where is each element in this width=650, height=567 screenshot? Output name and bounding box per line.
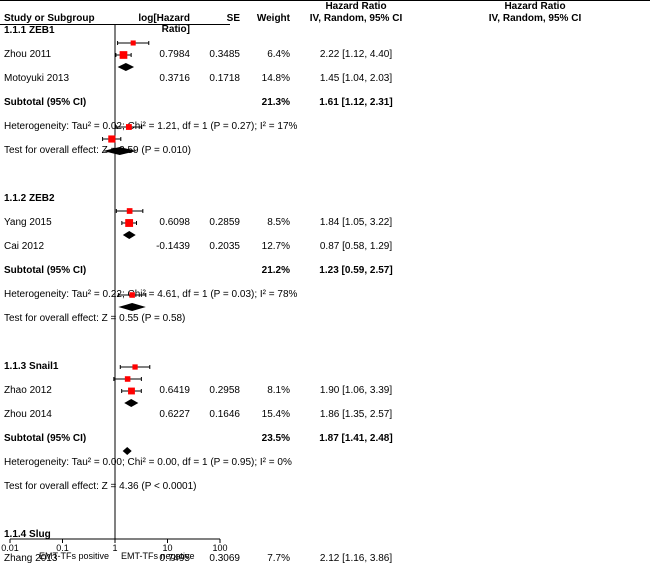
axis-tick-label: 0.01 — [1, 543, 19, 553]
weight-value: 14.8% — [242, 73, 290, 85]
forest-plot-figure: { "layout": { "width_px": 650, "height_p… — [0, 0, 650, 567]
col-hr-bot: IV, Random, 95% CI — [296, 13, 416, 24]
hr-ci-value: 2.22 [1.12, 4.40] — [296, 49, 416, 61]
hr-ci-value: 1.84 [1.05, 3.22] — [296, 217, 416, 229]
hr-ci-value: 1.61 [1.12, 2.31] — [296, 97, 416, 109]
axis-right-label: EMT-TFs negative — [121, 551, 195, 561]
weight-value: 8.5% — [242, 217, 290, 229]
hr-ci-value: 0.87 [0.58, 1.29] — [296, 241, 416, 253]
weight-value: 21.3% — [242, 97, 290, 109]
hr-ci-value: 1.90 [1.06, 3.39] — [296, 385, 416, 397]
axis-tick-label: 1 — [112, 543, 117, 553]
forest-plot-svg: 0.010.1110100EMT-TFs positiveEMT-TFs neg… — [0, 1, 230, 567]
col-plot-bot: IV, Random, 95% CI — [460, 13, 610, 24]
axis-tick-label: 100 — [212, 543, 227, 553]
weight-value: 8.1% — [242, 385, 290, 397]
weight-value: 12.7% — [242, 241, 290, 253]
col-plot-top: Hazard Ratio — [460, 1, 610, 12]
hr-ci-value: 1.87 [1.41, 2.48] — [296, 433, 416, 445]
weight-value: 6.4% — [242, 49, 290, 61]
hr-ci-value: 2.12 [1.16, 3.86] — [296, 553, 416, 565]
hr-ci-value: 1.86 [1.35, 2.57] — [296, 409, 416, 421]
weight-value: 15.4% — [242, 409, 290, 421]
hr-ci-value: 1.23 [0.59, 2.57] — [296, 265, 416, 277]
weight-value: 23.5% — [242, 433, 290, 445]
weight-value: 21.2% — [242, 265, 290, 277]
weight-value: 7.7% — [242, 553, 290, 565]
axis-left-label: EMT-TFs positive — [39, 551, 109, 561]
hr-ci-value: 1.45 [1.04, 2.03] — [296, 73, 416, 85]
col-hr-top: Hazard Ratio — [296, 1, 416, 12]
col-weight: Weight — [242, 13, 290, 24]
